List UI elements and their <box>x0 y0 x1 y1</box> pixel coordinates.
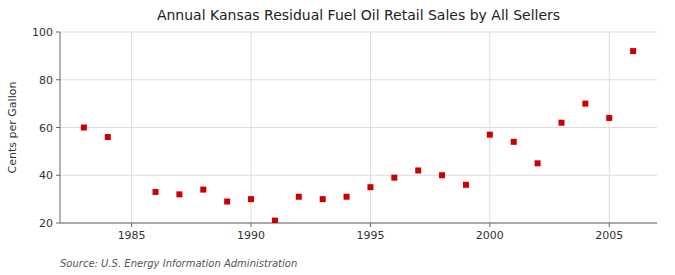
point <box>248 196 254 202</box>
point <box>558 120 564 126</box>
point <box>487 132 493 138</box>
grid-line-x <box>370 32 371 223</box>
point <box>344 194 350 200</box>
point <box>105 134 111 140</box>
x-tick <box>131 223 132 227</box>
grid-line-x <box>251 32 252 223</box>
y-axis-label: Cents per Gallon <box>6 82 19 174</box>
grid-line-y <box>60 223 657 224</box>
source-note: Source: U.S. Energy Information Administ… <box>60 258 297 269</box>
grid <box>60 32 657 223</box>
y-tick-label: 80 <box>39 74 53 87</box>
x-tick-label: 1990 <box>237 229 265 242</box>
x-tick <box>489 223 490 227</box>
point <box>439 172 445 178</box>
point <box>320 196 326 202</box>
grid-line-y <box>60 127 657 128</box>
point <box>367 184 373 190</box>
grid-line-x <box>131 32 132 223</box>
point <box>272 218 278 223</box>
chart-container: 1985 1990 1995 2000 2005 20 40 60 80 100 Cents per… <box>0 0 675 275</box>
point <box>200 187 206 193</box>
y-tick <box>56 127 60 128</box>
points <box>81 48 636 223</box>
point <box>630 48 636 54</box>
y-tick <box>56 223 60 224</box>
point <box>606 115 612 121</box>
x-tick-label: 1985 <box>118 229 146 242</box>
x-tick-label: 2000 <box>476 229 504 242</box>
point <box>511 139 517 145</box>
y-tick <box>56 32 60 33</box>
grid-line-x <box>489 32 490 223</box>
y-tick <box>56 79 60 80</box>
y-tick <box>56 175 60 176</box>
grid-line-y <box>60 175 657 176</box>
x-tick <box>370 223 371 227</box>
grid-line-y <box>60 79 657 80</box>
y-tick-label: 20 <box>39 217 53 230</box>
grid-line-x <box>609 32 610 223</box>
x-tick <box>609 223 610 227</box>
point <box>535 160 541 166</box>
x-tick <box>251 223 252 227</box>
y-tick-label: 60 <box>39 122 53 135</box>
axes: 1985 1990 1995 2000 2005 20 40 60 80 100 <box>32 26 657 242</box>
point <box>463 182 469 188</box>
point <box>153 189 159 195</box>
x-axis-line <box>60 223 657 224</box>
point <box>224 199 230 205</box>
point <box>415 167 421 173</box>
point <box>176 191 182 197</box>
y-tick-label: 40 <box>39 169 53 182</box>
point <box>81 125 87 131</box>
title: Annual Kansas Residual Fuel Oil Retail S… <box>157 7 560 23</box>
point <box>391 175 397 181</box>
x-tick-label: 1995 <box>356 229 384 242</box>
x-tick-label: 2005 <box>595 229 623 242</box>
chart: 1985 1990 1995 2000 2005 20 40 60 80 100 Cents per… <box>0 0 675 275</box>
point <box>582 101 588 107</box>
point <box>296 194 302 200</box>
grid-line-y <box>60 32 657 33</box>
y-tick-label: 100 <box>32 26 53 39</box>
